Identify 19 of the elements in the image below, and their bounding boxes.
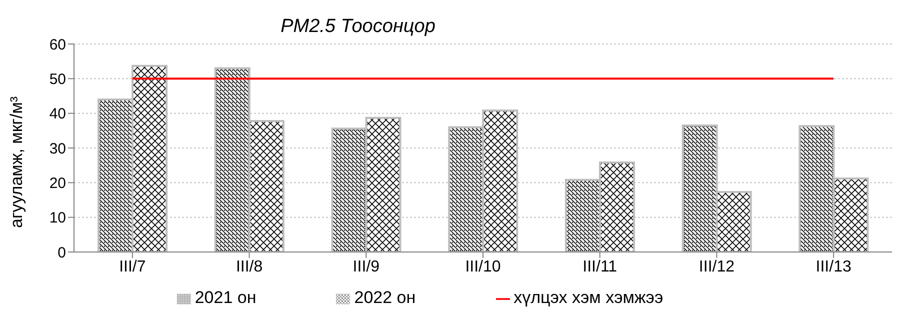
y-tick-label: 30 bbox=[49, 140, 66, 158]
x-tick-label: III/8 bbox=[236, 258, 263, 276]
y-axis-title: агууламж, мкг/м³ bbox=[7, 96, 26, 228]
y-tick-label: 60 bbox=[49, 36, 66, 54]
y-tick-label: 50 bbox=[49, 70, 66, 88]
y-tick-label: 0 bbox=[58, 244, 66, 262]
x-tick-label: III/9 bbox=[352, 258, 380, 276]
x-tick-label: III/13 bbox=[816, 258, 852, 276]
y-tick-label: 40 bbox=[49, 106, 66, 123]
x-tick-label: III/11 bbox=[582, 258, 618, 276]
legend-label: 2022 он bbox=[354, 288, 416, 307]
x-tick-label: III/7 bbox=[119, 258, 146, 276]
x-tick-label: III/12 bbox=[698, 258, 735, 276]
y-tick-label: 20 bbox=[49, 174, 66, 192]
chart-title: PM2.5 Тоосонцор bbox=[280, 16, 436, 38]
legend-label: хүлцэх хэм хэмжээ bbox=[514, 288, 664, 307]
x-tick-label: III/10 bbox=[465, 258, 501, 276]
legend-label: 2021 он bbox=[194, 288, 256, 307]
y-tick-label: 10 bbox=[49, 210, 66, 227]
